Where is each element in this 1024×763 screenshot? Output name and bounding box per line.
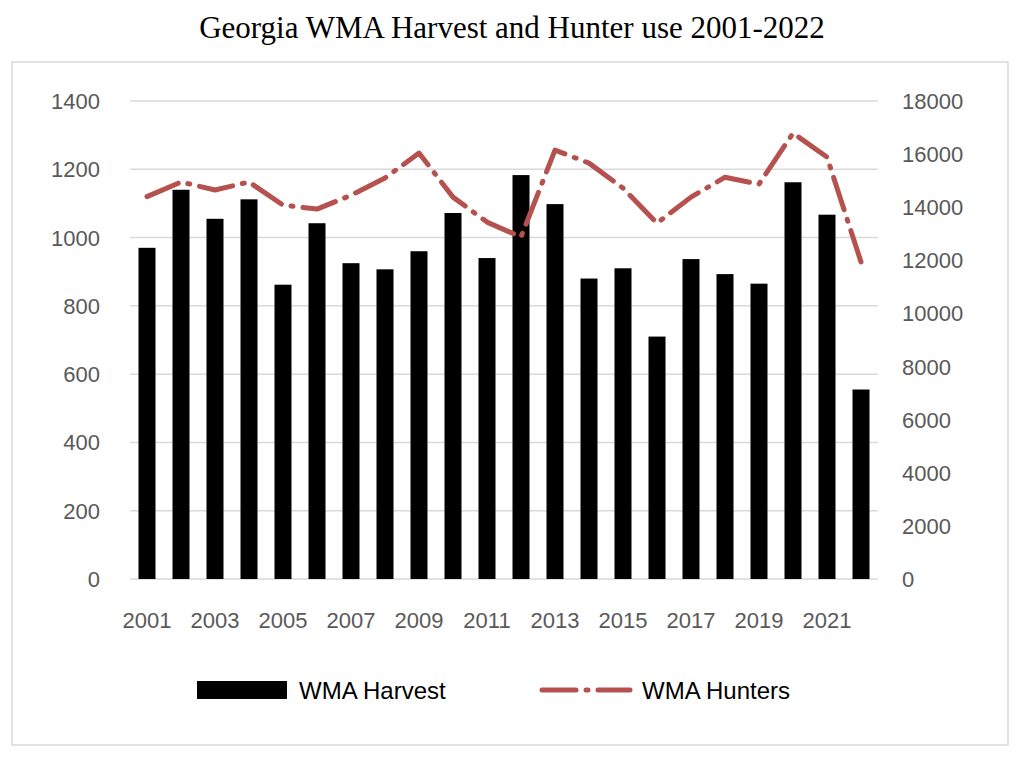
bar xyxy=(547,204,564,579)
bar xyxy=(581,279,598,579)
bar xyxy=(241,199,258,579)
bar xyxy=(615,268,632,579)
y-tick-label: 1400 xyxy=(51,89,100,114)
bar xyxy=(173,190,190,579)
bar xyxy=(479,258,496,579)
y2-tick-label: 16000 xyxy=(902,142,963,167)
x-tick-label: 2021 xyxy=(803,608,852,633)
y2-tick xyxy=(878,313,882,314)
bar xyxy=(683,259,700,579)
y2-tick xyxy=(878,525,882,526)
x-tick-label: 2003 xyxy=(191,608,240,633)
y2-tick xyxy=(878,419,882,420)
chart-frame xyxy=(12,62,1008,745)
bar xyxy=(377,269,394,579)
legend-swatch xyxy=(542,688,630,693)
y2-tick-label: 2000 xyxy=(902,514,951,539)
y-tick-label: 0 xyxy=(88,567,100,592)
bar xyxy=(411,251,428,579)
y2-tick-label: 18000 xyxy=(902,89,963,114)
y-tick-label: 1200 xyxy=(51,157,100,182)
bar xyxy=(785,182,802,579)
y2-tick xyxy=(878,260,882,261)
y2-tick-label: 0 xyxy=(902,567,914,592)
legend: WMA Harvest WMA Hunters xyxy=(197,677,790,704)
y-tick-label: 600 xyxy=(63,362,100,387)
plot-area xyxy=(139,133,870,579)
y2-tick-label: 10000 xyxy=(902,301,963,326)
bar xyxy=(717,274,734,579)
y-tick-label: 400 xyxy=(63,430,100,455)
bar xyxy=(445,213,462,579)
y-tick-label: 1000 xyxy=(51,226,100,251)
bar xyxy=(751,284,768,579)
legend-label: WMA Harvest xyxy=(299,677,446,704)
bar xyxy=(207,219,224,579)
y2-tick-label: 4000 xyxy=(902,461,951,486)
line xyxy=(147,133,861,262)
bar xyxy=(853,390,870,579)
x-tick-label: 2011 xyxy=(463,608,510,633)
grid-line xyxy=(130,100,878,102)
x-tick-label: 2013 xyxy=(531,608,580,633)
x-tick-label: 2005 xyxy=(259,608,308,633)
y2-tick xyxy=(878,154,882,155)
legend-label: WMA Hunters xyxy=(642,677,790,704)
y-tick-label: 800 xyxy=(63,294,100,319)
y2-tick-label: 14000 xyxy=(902,195,963,220)
title: Georgia WMA Harvest and Hunter use 2001-… xyxy=(199,10,825,45)
bar xyxy=(819,215,836,579)
bar xyxy=(343,263,360,579)
x-tick-label: 2015 xyxy=(599,608,648,633)
legend-swatch xyxy=(197,681,287,699)
y2-tick-label: 8000 xyxy=(902,355,951,380)
bar xyxy=(649,337,666,579)
y-tick-label: 200 xyxy=(63,499,100,524)
y2-tick-label: 6000 xyxy=(902,408,951,433)
x-tick-label: 2007 xyxy=(327,608,376,633)
x-tick-label: 2017 xyxy=(667,608,716,633)
bar xyxy=(309,223,326,579)
bar xyxy=(139,248,156,579)
grid xyxy=(130,101,878,579)
y2-tick xyxy=(878,579,882,580)
bar xyxy=(275,285,292,579)
y2-tick xyxy=(878,366,882,367)
x-tick-label: 2009 xyxy=(395,608,444,633)
y2-tick xyxy=(878,472,882,473)
x-tick-label: 2019 xyxy=(735,608,784,633)
x-tick-label: 2001 xyxy=(123,608,172,633)
y2-tick xyxy=(878,207,882,208)
y2-tick xyxy=(878,101,882,102)
chart: Georgia WMA Harvest and Hunter use 2001-… xyxy=(0,0,1024,763)
y2-tick-label: 12000 xyxy=(902,248,963,273)
